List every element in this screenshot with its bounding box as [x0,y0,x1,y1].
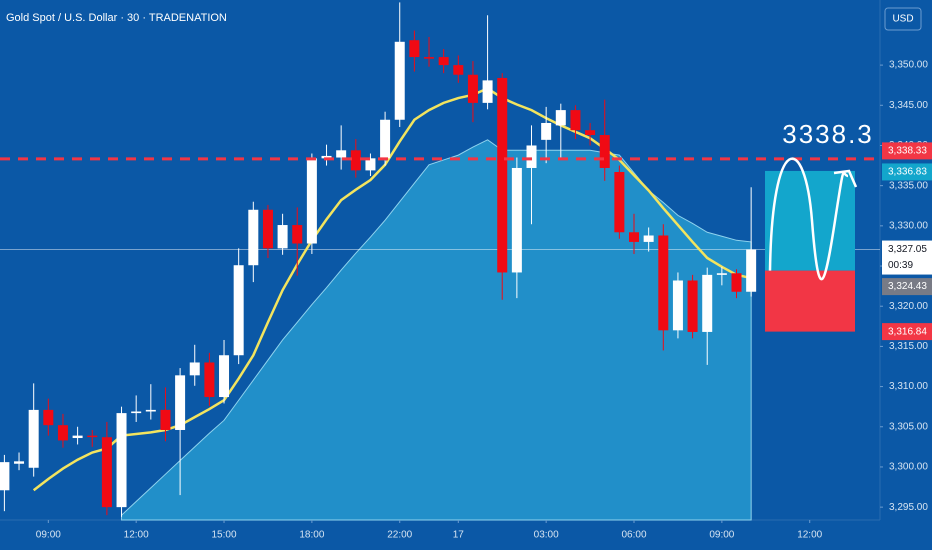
target-label: 3,336.83 [888,167,927,178]
candle-body [424,57,435,59]
candle-body [292,225,303,244]
candle-body [555,110,566,126]
candle-body [189,362,200,376]
candle-body [599,135,610,168]
candle-body [614,171,625,233]
candle-body [629,232,640,242]
plot-area: 3338.3 [0,2,880,521]
candle-body [28,409,39,468]
y-tick-label: 3,320.00 [889,301,928,312]
level-label: 3,338.33 [888,146,927,157]
candle-body [716,273,727,275]
projection-arrowhead [833,169,858,188]
candle-body [453,65,464,75]
candle-body [511,167,522,273]
candle-body [658,235,669,331]
candle-body [145,409,156,412]
candle-body [702,274,713,332]
candle-body [321,155,332,159]
candle-body [204,362,215,398]
stop-label-box [882,323,932,341]
countdown-label: 00:39 [888,260,913,271]
stop-label: 3,316.84 [888,326,927,337]
candle-body [233,265,244,356]
candle-body [72,435,83,439]
x-tick-label: 03:00 [534,530,559,541]
candle-body [746,249,757,292]
candle-body [643,235,654,242]
candle-body [175,375,186,430]
candle-body [467,74,478,103]
entry-label: 3,324.43 [888,281,927,292]
x-tick-label: 12:00 [124,530,149,541]
candle-body [394,41,405,120]
candle-body [672,280,683,331]
currency-button[interactable] [884,7,922,31]
candle-body [219,355,230,398]
candle-body [731,273,742,292]
annotation: 3338.3 [782,119,874,149]
x-tick-label: 17 [453,530,465,541]
candle-body [14,461,25,464]
x-tick-label: 22:00 [387,530,412,541]
candle-body [687,280,698,332]
candle-body [570,110,581,131]
y-tick-label: 3,310.00 [889,381,928,392]
y-tick-label: 3,350.00 [889,60,928,71]
ma-line [32,86,752,492]
candle-body [482,80,493,103]
y-tick-label: 3,295.00 [889,502,928,513]
x-tick-label: 09:00 [709,530,734,541]
axes: 3,295.00 3,300.00 3,305.00 3,310.00 3,315.00… [36,60,932,541]
stop-zone [765,270,855,332]
last-price-label: 3,327.05 [888,244,927,255]
candle-body [585,130,596,136]
candle-body [526,145,537,168]
candle-body [336,150,347,158]
level-label-box [882,142,932,160]
y-tick-label: 3,305.00 [889,421,928,432]
candle-body [57,425,68,441]
x-tick-label: 06:00 [621,530,646,541]
x-tick-label: 15:00 [212,530,237,541]
candle-body [277,225,288,249]
chart-title: Gold Spot / U.S. Dollar · 30 · TRADENATI… [6,12,227,24]
candle-body [160,409,171,430]
target-label-box [882,163,932,181]
entry-label-box [882,278,932,296]
candle-body [262,209,273,249]
candle-body [350,150,361,171]
y-tick-label: 3,335.00 [889,180,928,191]
candle-body [438,57,449,66]
y-tick-label: 3,330.00 [889,220,928,231]
candle-body [248,209,259,266]
last-price-box [882,240,932,275]
candle-body [87,435,98,438]
y-tick-label: 3,300.00 [889,462,928,473]
y-tick-label: 3,315.00 [889,341,928,352]
x-tick-label: 12:00 [797,530,822,541]
candle-body [497,77,508,273]
candle-body [380,119,391,159]
candle-body [409,40,420,58]
currency-label[interactable]: USD [892,14,913,25]
candle-body [365,158,376,171]
candle-body [306,158,317,244]
candle-body [43,409,54,426]
ma-area [121,139,752,521]
candle-body [116,413,127,508]
x-tick-label: 09:00 [36,530,61,541]
x-tick-label: 18:00 [299,530,324,541]
candle-body [101,437,112,508]
candle-body [0,462,10,491]
projection-arrow [768,157,849,281]
y-tick-label: 3,345.00 [889,100,928,111]
candle-body [541,122,552,140]
candle-body [131,411,142,414]
